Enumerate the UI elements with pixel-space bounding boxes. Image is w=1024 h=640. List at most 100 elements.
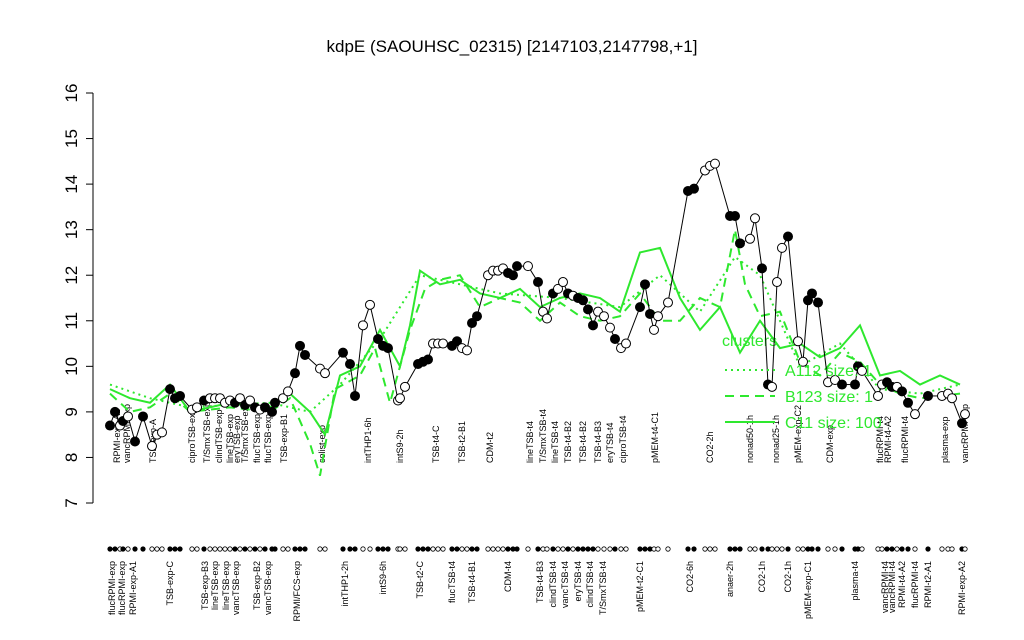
x-tick-label-top: TSB-exp-B1 [279,414,289,463]
rug-dot [352,546,358,552]
x-tick-label-top: TSB-t4-B3 [593,421,603,463]
point [873,390,883,401]
point [588,320,598,331]
x-tick-label-bottom: TSB-t2-C [415,561,425,599]
rug-dot [317,546,323,552]
x-tick-label-bottom: CDM-t4 [503,561,513,592]
x-tick-label-top: CDM-t2 [485,432,495,463]
x-tick-label-bottom: anaer-2h [725,561,735,597]
point-connector [142,416,153,447]
point-connector [625,306,641,344]
rug-dot [420,546,426,552]
point [400,381,410,392]
rug-dot [623,546,629,552]
point [105,420,115,431]
point [583,304,593,315]
rug-dot [655,546,661,552]
point [605,322,615,333]
x-tick-label-bottom: flucRPMI-exp [117,561,127,615]
rug-dot [747,546,753,552]
point [270,397,280,408]
point [960,409,970,420]
point [267,406,277,417]
x-tick-label-bottom: intTHP1-2h [340,561,350,607]
point [290,368,300,379]
rug-dot [285,546,291,552]
x-tick-label-bottom: vancTSB-t4 [560,561,570,608]
rug-dot [232,546,238,552]
y-tick-label: 14 [62,175,81,194]
point [283,386,293,397]
rug-dot [525,546,531,552]
point [320,368,330,379]
x-tick-label-top: intTHP1-6h [363,417,373,463]
rug-dot [464,546,470,552]
point [635,302,645,313]
rug-dot [340,546,346,552]
rug-dot [292,546,298,552]
rug-dot [189,546,195,552]
point [553,283,563,294]
rug-dot [227,546,233,552]
point-connector [387,348,399,401]
rug-dot [132,546,138,552]
rug-dot [899,546,905,552]
rug-dot [367,546,373,552]
rug-dot [732,546,738,552]
y-tick-label: 13 [62,220,81,239]
x-tick-label-top: ciproTSB-exp [187,408,197,463]
rug-dot [474,546,480,552]
rug-dot [257,546,263,552]
rug-dot [149,546,155,552]
point [903,397,913,408]
x-tick-label-top: eryTSB-t4 [605,422,615,463]
rug-dot [402,546,408,552]
point [807,288,817,299]
chart-title: kdpE (SAOUHSC_02315) [2147103,2147798,+1… [327,37,698,56]
rug-dot [912,546,918,552]
x-tick-label-top: flucRPMI-t4 [875,416,885,463]
y-tick-label: 9 [62,407,81,416]
point-connector [476,275,489,317]
point [689,183,699,194]
point [192,402,202,413]
rug-dot [217,546,223,552]
x-tick-label-bottom: TSB-exp-B2 [252,561,262,610]
rug-dot [242,546,248,552]
point [383,343,393,354]
x-tick-label-top: nonad50-1h [745,415,755,463]
point [523,261,533,272]
point [175,390,185,401]
point [710,158,720,169]
x-tick-label-bottom: TSB-t4-B3 [535,561,545,603]
x-tick-label-bottom: vancTSB-exp [231,561,241,615]
rug-dot [302,546,308,552]
rug-dot [172,546,178,552]
rug-dot [962,546,968,552]
rug-dot [435,546,441,552]
rug-dot [612,546,618,552]
point [830,375,840,385]
point-connector [787,236,799,342]
x-tick-label-top: lineTSB-t4 [525,421,535,463]
rug-dot [665,546,671,552]
rug-dot [322,546,328,552]
rug-dot [280,546,286,552]
point [857,365,867,376]
point [462,345,472,356]
rug-dot [825,546,831,552]
point [750,213,760,224]
x-tick-label-top: CDM-exp [825,425,835,463]
rug-dot [879,546,885,552]
x-tick-label-top: flucTSB-exp [252,414,262,463]
rug-dot [585,546,591,552]
x-tick-label-bottom: CO2-1h [757,561,767,593]
point-connector [776,247,783,283]
rug-dot [707,546,713,552]
point [123,411,133,422]
point-connector [537,281,544,312]
rug-dot [194,546,200,552]
rug-dot [774,546,780,552]
point [295,340,305,351]
point [373,334,383,344]
